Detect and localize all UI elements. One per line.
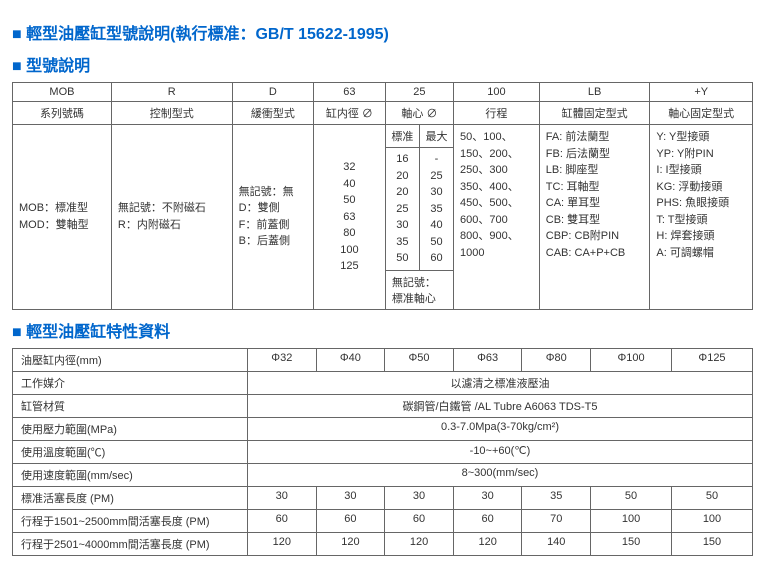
spec-row: 使用速度範圍(mm/sec)8~300(mm/sec) xyxy=(13,463,753,486)
model-body-row: MOB：標准型 MOD：雙軸型 無記號：不附磁石 R：内附磁石 無記號：無 D：… xyxy=(13,125,753,310)
spec-row: 標准活塞長度 (PM)30303030355050 xyxy=(13,486,753,509)
spec-row: 行程于2501~4000mm間活塞長度 (PM)1201201201201401… xyxy=(13,532,753,555)
c3: 無記號：無 D：雙側 F：前蓋側 B：后蓋側 xyxy=(232,125,313,310)
h1: R xyxy=(111,83,232,102)
spec-label: 行程于1501~2500mm間活塞長度 (PM) xyxy=(13,509,248,532)
spec-value: 30 xyxy=(316,486,385,509)
spec-value: 30 xyxy=(453,486,522,509)
h5: 100 xyxy=(454,83,540,102)
spec-label: 缸管材質 xyxy=(13,394,248,417)
spec-row: 使用壓力範圍(MPa)0.3-7.0Mpa(3-70kg/cm²) xyxy=(13,417,753,440)
spec-row: 工作媒介以濾清之標准液壓油 xyxy=(13,371,753,394)
spec-value: 35 xyxy=(522,486,591,509)
spec-value: 60 xyxy=(453,509,522,532)
spec-col-header: Φ50 xyxy=(385,348,454,371)
sh6: 缸體固定型式 xyxy=(539,102,650,125)
spec-value: 60 xyxy=(385,509,454,532)
spec-value: 30 xyxy=(385,486,454,509)
spec-value: 100 xyxy=(672,509,753,532)
c5note: 無記號： 標准軸心 xyxy=(386,270,453,309)
spec-span-value: 以濾清之標准液壓油 xyxy=(248,371,753,394)
spec-value: 50 xyxy=(591,486,672,509)
spec-value: 120 xyxy=(248,532,317,555)
c4: 32 40 50 63 80 100 125 xyxy=(314,125,386,310)
c6: 50、100、 150、200、 250、300 350、400、 450、50… xyxy=(454,125,540,310)
spec-span-value: 碳鋼管/白鐵管 /AL Tubre A6063 TDS-T5 xyxy=(248,394,753,417)
spec-value: 150 xyxy=(672,532,753,555)
spec-col-header: Φ40 xyxy=(316,348,385,371)
model-header-row: MOB R D 63 25 100 LB +Y xyxy=(13,83,753,102)
spec-label: 行程于2501~4000mm間活塞長度 (PM) xyxy=(13,532,248,555)
spec-value: 70 xyxy=(522,509,591,532)
sh4: 軸心 ∅ xyxy=(385,102,453,125)
spec-value: 120 xyxy=(316,532,385,555)
spec-value: 100 xyxy=(591,509,672,532)
spec-col-header: Φ80 xyxy=(522,348,591,371)
sh3: 缸内徑 ∅ xyxy=(314,102,386,125)
spec-label: 工作媒介 xyxy=(13,371,248,394)
spec-label: 標准活塞長度 (PM) xyxy=(13,486,248,509)
c8: Y: Y型接頭 YP: Y附PIN I: I型接頭 KG: 浮動接頭 PHS: … xyxy=(650,125,753,310)
spec-row: 油壓缸内徑(mm)Φ32Φ40Φ50Φ63Φ80Φ100Φ125 xyxy=(13,348,753,371)
model-subheader-row: 系列號碼 控制型式 緩衝型式 缸内徑 ∅ 軸心 ∅ 行程 缸體固定型式 軸心固定… xyxy=(13,102,753,125)
spec-col-header: Φ63 xyxy=(453,348,522,371)
title-spec: 輕型油壓缸特性資料 xyxy=(12,318,753,342)
spec-value: 120 xyxy=(385,532,454,555)
spec-span-value: -10~+60(℃) xyxy=(248,440,753,463)
spec-value: 120 xyxy=(453,532,522,555)
spec-value: 60 xyxy=(248,509,317,532)
spec-label: 使用壓力範圍(MPa) xyxy=(13,417,248,440)
model-table: MOB R D 63 25 100 LB +Y 系列號碼 控制型式 緩衝型式 缸… xyxy=(12,82,753,310)
spec-row: 行程于1501~2500mm間活塞長度 (PM)6060606070100100 xyxy=(13,509,753,532)
h3: 63 xyxy=(314,83,386,102)
spec-value: 150 xyxy=(591,532,672,555)
c5: 標准 最大 16 20 20 25 30 35 50 - 25 30 35 40… xyxy=(385,125,453,310)
spec-span-value: 0.3-7.0Mpa(3-70kg/cm²) xyxy=(248,417,753,440)
spec-span-value: 8~300(mm/sec) xyxy=(248,463,753,486)
spec-label: 使用溫度範圍(℃) xyxy=(13,440,248,463)
spec-value: 30 xyxy=(248,486,317,509)
h7: +Y xyxy=(650,83,753,102)
h0: MOB xyxy=(13,83,112,102)
spec-label: 使用速度範圍(mm/sec) xyxy=(13,463,248,486)
c5l: 16 20 20 25 30 35 50 xyxy=(386,148,420,270)
h6: LB xyxy=(539,83,650,102)
spec-col-header: Φ32 xyxy=(248,348,317,371)
spec-label: 油壓缸内徑(mm) xyxy=(13,348,248,371)
c5hl: 標准 xyxy=(386,125,420,147)
h4: 25 xyxy=(385,83,453,102)
sh2: 緩衝型式 xyxy=(232,102,313,125)
spec-value: 140 xyxy=(522,532,591,555)
spec-col-header: Φ100 xyxy=(591,348,672,371)
h2: D xyxy=(232,83,313,102)
c7: FA: 前法蘭型 FB: 后法蘭型 LB: 脚座型 TC: 耳軸型 CA: 單耳… xyxy=(539,125,650,310)
spec-table: 油壓缸内徑(mm)Φ32Φ40Φ50Φ63Φ80Φ100Φ125工作媒介以濾清之… xyxy=(12,348,753,556)
sh0: 系列號碼 xyxy=(13,102,112,125)
c2: 無記號：不附磁石 R：内附磁石 xyxy=(111,125,232,310)
spec-col-header: Φ125 xyxy=(672,348,753,371)
spec-row: 缸管材質碳鋼管/白鐵管 /AL Tubre A6063 TDS-T5 xyxy=(13,394,753,417)
title-model: 型號說明 xyxy=(12,52,753,76)
title-main: 輕型油壓缸型號說明(執行標准：GB/T 15622-1995) xyxy=(12,20,753,44)
spec-value: 60 xyxy=(316,509,385,532)
c1: MOB：標准型 MOD：雙軸型 xyxy=(13,125,112,310)
sh5: 行程 xyxy=(454,102,540,125)
c5hr: 最大 xyxy=(420,125,453,147)
sh1: 控制型式 xyxy=(111,102,232,125)
spec-value: 50 xyxy=(672,486,753,509)
spec-row: 使用溫度範圍(℃)-10~+60(℃) xyxy=(13,440,753,463)
sh7: 軸心固定型式 xyxy=(650,102,753,125)
c5r: - 25 30 35 40 50 60 xyxy=(420,148,453,270)
